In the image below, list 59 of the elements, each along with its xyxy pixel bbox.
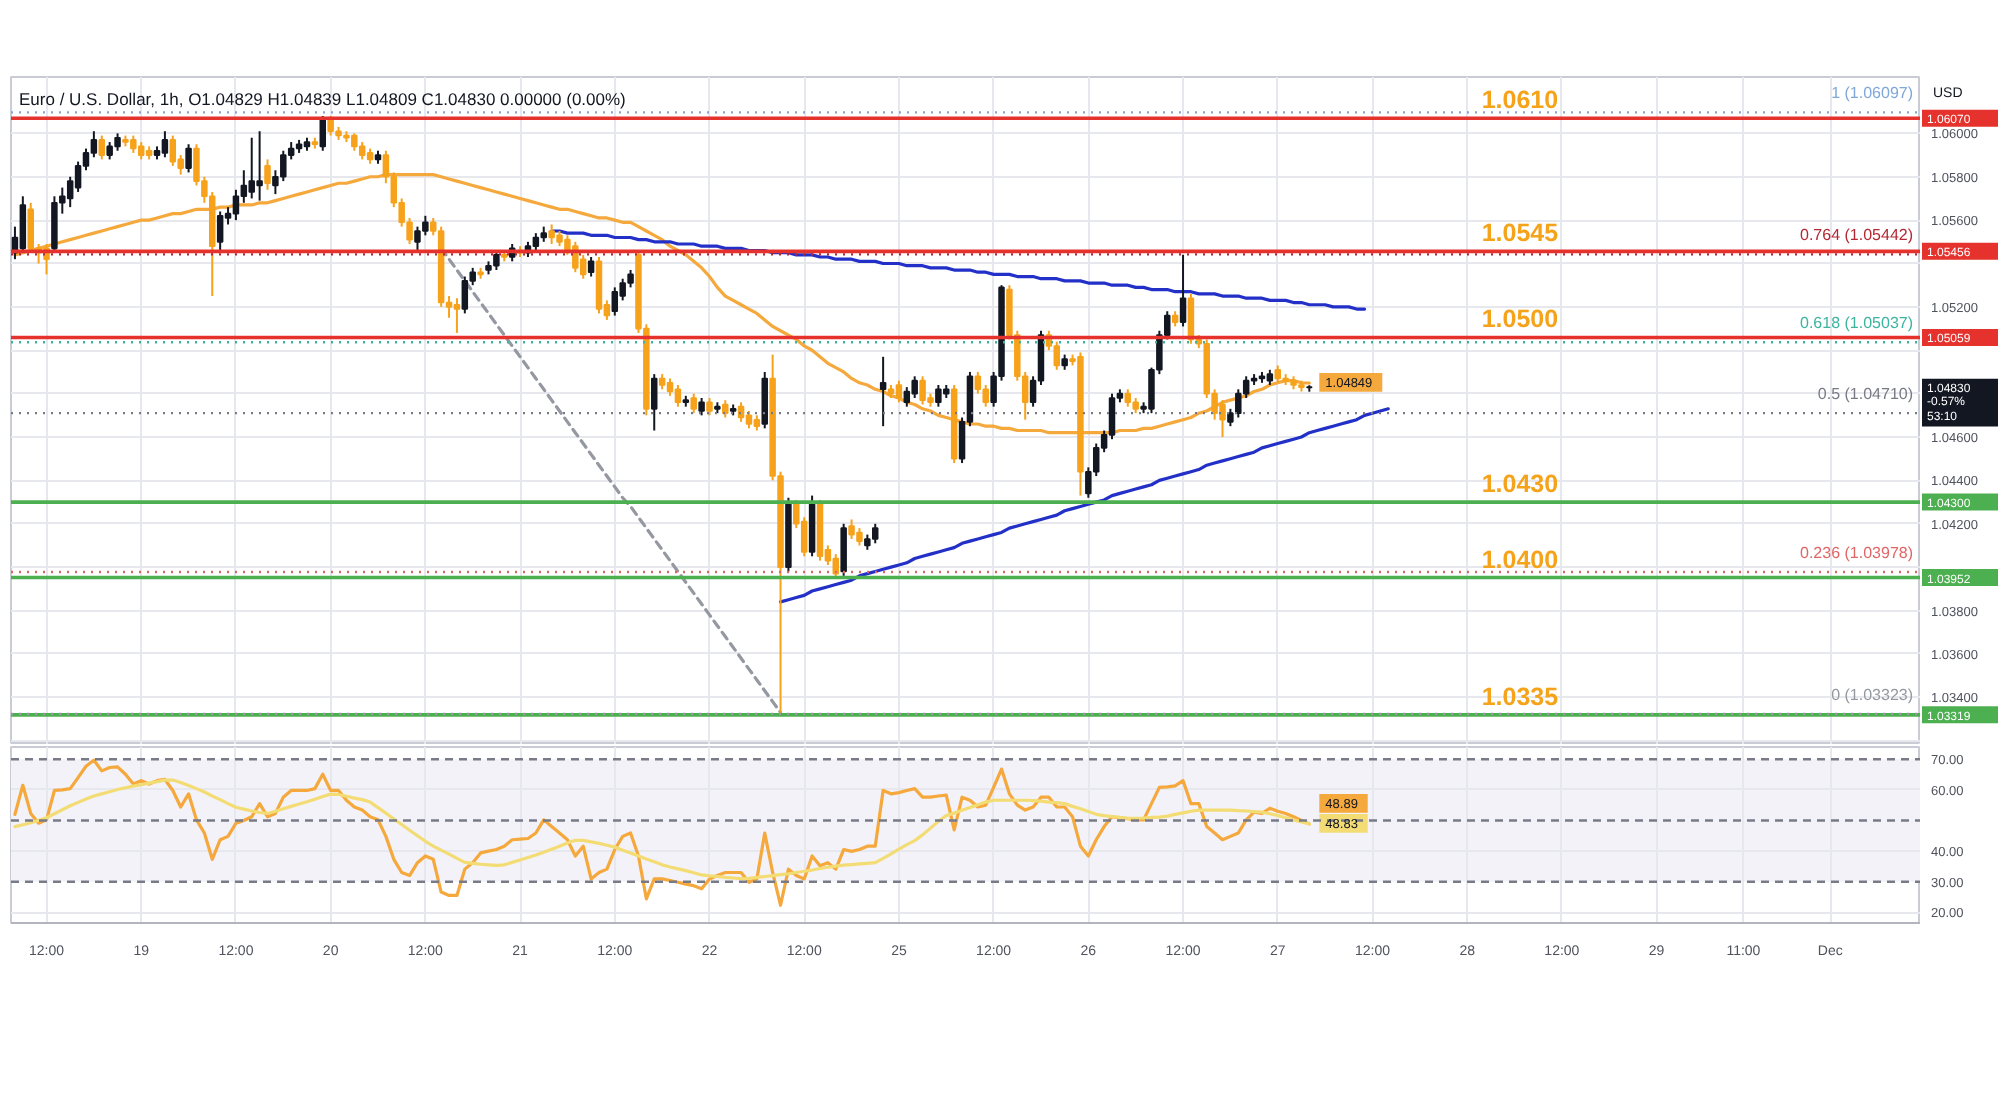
annotation: 1.0500 bbox=[1481, 305, 1559, 334]
candlestick bbox=[808, 494, 816, 558]
candlestick bbox=[919, 375, 926, 406]
candlestick bbox=[548, 223, 555, 245]
candlestick bbox=[911, 375, 918, 399]
candlestick bbox=[761, 370, 768, 430]
candlestick bbox=[161, 130, 169, 159]
candlestick bbox=[264, 158, 271, 191]
candlestick bbox=[903, 386, 911, 408]
candlestick bbox=[422, 214, 429, 237]
candlestick bbox=[27, 201, 34, 254]
line-series bbox=[13, 778, 1311, 881]
candlestick bbox=[90, 130, 98, 159]
candlestick bbox=[19, 195, 27, 254]
candlestick bbox=[493, 249, 500, 272]
candlestick bbox=[611, 286, 619, 317]
candlestick bbox=[587, 256, 595, 278]
annotation: 1.0610 bbox=[1481, 86, 1559, 115]
candlestick bbox=[248, 136, 255, 200]
line-series bbox=[550, 229, 1367, 311]
annotation: 1.0430 bbox=[1481, 470, 1559, 499]
candlestick bbox=[579, 253, 587, 280]
ref-line-label: 0.5 (1.04710) bbox=[1817, 385, 1914, 404]
candlestick bbox=[1108, 392, 1116, 441]
candlestick bbox=[74, 160, 82, 193]
annotation: 1.0545 bbox=[1481, 219, 1559, 248]
candlestick bbox=[1179, 253, 1187, 328]
candlestick bbox=[974, 370, 982, 395]
ref-line-label: 0.764 (1.05442) bbox=[1800, 226, 1914, 245]
candlestick bbox=[461, 275, 469, 315]
candlestick bbox=[674, 383, 682, 408]
candlestick bbox=[935, 383, 942, 408]
text: Euro / U.S. Dollar, 1h, O1.04829 H1.04839 L1.04809 C1.04830 0.00000 (0.00%) bbox=[19, 89, 627, 109]
candlestick bbox=[879, 355, 887, 428]
ref-line-label: 0.618 (1.05037) bbox=[1800, 314, 1914, 333]
ref-line-label: 1 (1.06097) bbox=[1831, 84, 1914, 103]
candlestick bbox=[256, 130, 263, 202]
candlestick bbox=[840, 522, 847, 577]
candlestick bbox=[185, 143, 192, 174]
annotation: 1.0400 bbox=[1481, 545, 1559, 574]
candlestick bbox=[98, 134, 106, 161]
candlestick bbox=[690, 392, 697, 415]
line-series bbox=[778, 407, 1390, 604]
candlestick bbox=[216, 210, 224, 252]
annotation: 1.0335 bbox=[1481, 682, 1559, 711]
candlestick bbox=[871, 522, 879, 545]
line-series bbox=[13, 758, 1311, 907]
candlestick bbox=[895, 379, 903, 404]
candlestick bbox=[169, 134, 177, 167]
candlestick bbox=[595, 256, 603, 315]
candlestick bbox=[453, 297, 461, 334]
candlestick bbox=[1053, 340, 1061, 371]
ref-line-label: 0 (1.03323) bbox=[1831, 685, 1914, 704]
ref-line-label: 0.236 (1.03978) bbox=[1800, 543, 1914, 562]
candlestick bbox=[651, 373, 658, 432]
candlestick bbox=[280, 149, 287, 183]
candlestick bbox=[848, 518, 855, 540]
candlestick bbox=[232, 188, 240, 222]
candlestick bbox=[51, 195, 58, 254]
